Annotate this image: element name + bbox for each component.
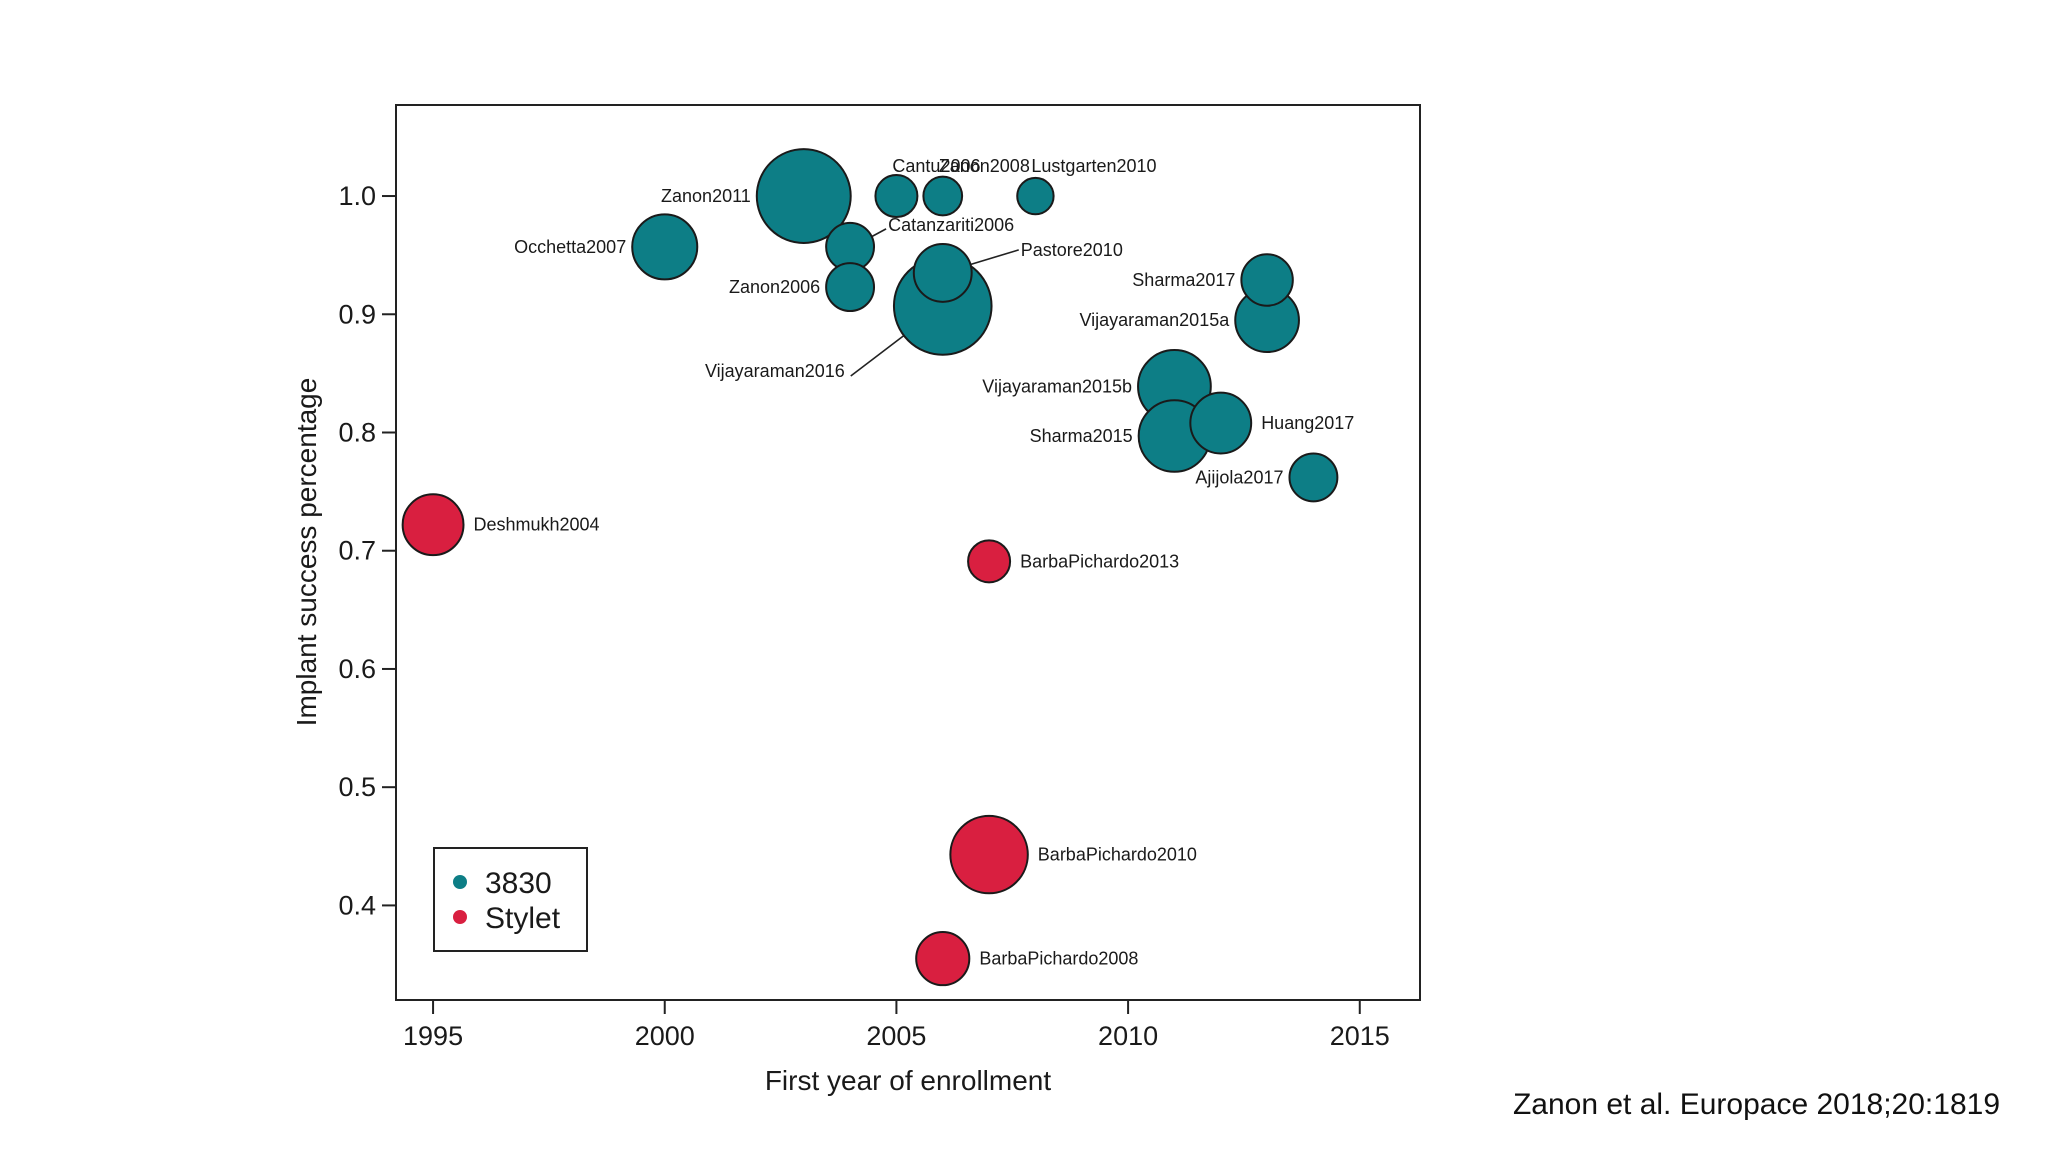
bubble-cantu2006 bbox=[874, 174, 919, 219]
point-label: Vijayaraman2015b bbox=[982, 376, 1132, 396]
bubble-deshmukh2004 bbox=[401, 493, 465, 557]
x-tick-label: 2005 bbox=[866, 1021, 926, 1051]
point-label: BarbaPichardo2008 bbox=[979, 949, 1138, 969]
y-tick-label: 0.9 bbox=[338, 299, 376, 329]
y-tick-label: 0.7 bbox=[338, 536, 376, 566]
y-axis: 0.4 0.5 0.6 0.7 0.8 0.9 1.0 bbox=[338, 181, 396, 920]
legend-box bbox=[433, 847, 588, 952]
citation: Zanon et al. Europace 2018;20:1819 bbox=[1512, 1088, 2000, 1121]
y-tick-label: 0.6 bbox=[338, 654, 376, 684]
bubble-ajijola2017 bbox=[1288, 452, 1339, 503]
point-label: Vijayaraman2016 bbox=[705, 361, 845, 381]
y-tick-label: 1.0 bbox=[338, 181, 376, 211]
y-tick-label: 0.5 bbox=[338, 772, 376, 802]
bubble-huang2017 bbox=[1189, 391, 1253, 455]
legend-label-3830: 3830 bbox=[485, 867, 552, 900]
x-axis-title: First year of enrollment bbox=[765, 1065, 1052, 1096]
y-tick-label: 0.4 bbox=[338, 890, 376, 920]
bubble-pastore2010 bbox=[912, 242, 973, 303]
plot-frame bbox=[395, 104, 1421, 1001]
x-tick-label: 2010 bbox=[1098, 1021, 1158, 1051]
point-label: BarbaPichardo2010 bbox=[1038, 845, 1197, 865]
y-tick-label: 0.8 bbox=[338, 417, 376, 447]
point-label: Zanon2011 bbox=[661, 186, 751, 206]
point-label: Zanon2008 bbox=[939, 156, 1030, 176]
x-tick-label: 1995 bbox=[403, 1021, 463, 1051]
x-tick-label: 2015 bbox=[1330, 1021, 1390, 1051]
point-label: Vijayaraman2015a bbox=[1079, 310, 1230, 330]
point-label: Huang2017 bbox=[1261, 413, 1354, 433]
bubble-zanon2006 bbox=[825, 262, 876, 313]
point-label: Pastore2010 bbox=[1021, 240, 1123, 260]
bubble-barbapichardo2008 bbox=[915, 931, 971, 987]
point-label: BarbaPichardo2013 bbox=[1020, 551, 1179, 571]
bubble-sharma2017 bbox=[1240, 253, 1294, 307]
bubble-barbapichardo2013 bbox=[967, 539, 1012, 584]
point-label: Catanzariti2006 bbox=[888, 215, 1014, 235]
bubble-occhetta2007 bbox=[631, 213, 699, 281]
point-label: Deshmukh2004 bbox=[473, 515, 599, 535]
bubble-lustgarten2010 bbox=[1016, 176, 1055, 216]
point-label: Ajijola2017 bbox=[1195, 467, 1283, 487]
legend-marker-stylet bbox=[453, 910, 467, 924]
legend-label-stylet: Stylet bbox=[485, 902, 561, 935]
point-label: Occhetta2007 bbox=[514, 237, 626, 257]
point-label: Cantu2006 bbox=[892, 156, 980, 176]
legend: 3830 Stylet bbox=[433, 847, 588, 952]
point-label: Lustgarten2010 bbox=[1031, 156, 1156, 176]
point-label: Sharma2017 bbox=[1132, 270, 1235, 290]
x-axis: 1995 2000 2005 2010 2015 bbox=[403, 1000, 1390, 1051]
bubble-series bbox=[401, 148, 1339, 987]
legend-marker-3830 bbox=[453, 875, 467, 889]
bubble-zanon2008 bbox=[922, 175, 964, 217]
x-tick-label: 2000 bbox=[635, 1021, 695, 1051]
point-label: Zanon2006 bbox=[729, 277, 820, 297]
bubble-barbapichardo2010 bbox=[949, 814, 1029, 895]
y-axis-title: Implant success percentage bbox=[291, 378, 322, 727]
bubble-zanon2011 bbox=[755, 148, 852, 244]
point-label: Sharma2015 bbox=[1030, 426, 1133, 446]
